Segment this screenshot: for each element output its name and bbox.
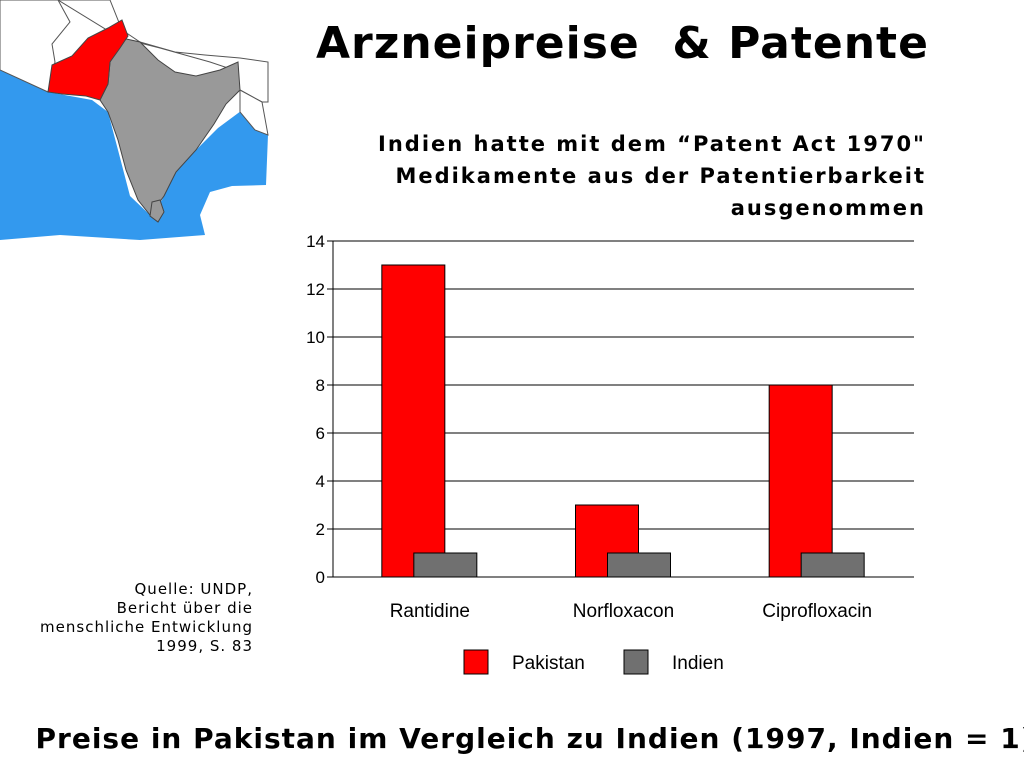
y-tick-label: 8: [316, 376, 325, 395]
x-tick-label: Norfloxacon: [573, 601, 674, 622]
pakistan-land: [47, 19, 129, 101]
bar-indien-ciprofloxacin: [800, 552, 865, 578]
x-tick-label: Rantidine: [390, 601, 470, 622]
source-line: Bericht über die: [116, 599, 253, 617]
source-line: 1999, S. 83: [156, 637, 253, 655]
subtitle-line: Medikamente aus der Patentierbarkeit: [395, 164, 926, 188]
sea-area: [0, 70, 268, 240]
land-north: [57, 0, 269, 103]
y-tick-label: 2: [316, 520, 325, 539]
sri-lanka-land: [149, 199, 165, 223]
bar-indien-rantidine: [413, 552, 478, 578]
y-tick-label: 12: [306, 280, 325, 299]
bar-indien-norfloxacon: [607, 552, 671, 578]
legend-swatch-indien: [623, 649, 649, 675]
y-tick-label: 0: [316, 568, 325, 587]
source-line: menschliche Entwicklung: [40, 618, 253, 636]
slide-caption: Preise in Pakistan im Vergleich zu Indie…: [35, 722, 1024, 755]
bar-pakistan-ciprofloxacin: [768, 384, 833, 578]
source-line: Quelle: UNDP,: [134, 580, 253, 598]
subtitle-line: ausgenommen: [730, 196, 926, 220]
y-tick-label: 14: [306, 232, 325, 251]
subtitle-line: Indien hatte mit dem “Patent Act 1970": [378, 132, 926, 156]
legend-swatch-pakistan: [463, 649, 489, 675]
legend-label-indien: Indien: [672, 653, 724, 674]
south-asia-map: [0, 0, 270, 245]
legend-label-pakistan: Pakistan: [512, 653, 585, 674]
chart-subtitle: Indien hatte mit dem “Patent Act 1970" M…: [326, 128, 926, 224]
y-tick-label: 6: [316, 424, 325, 443]
source-note: Quelle: UNDP, Bericht über die menschlic…: [10, 580, 253, 656]
y-tick-label: 4: [316, 472, 325, 491]
x-tick-label: Ciprofloxacin: [762, 601, 872, 622]
bar-pakistan-rantidine: [381, 264, 446, 578]
y-tick-label: 10: [306, 328, 325, 347]
land-east: [239, 89, 269, 136]
slide-title: Arzneipreise & Patente: [316, 18, 929, 69]
